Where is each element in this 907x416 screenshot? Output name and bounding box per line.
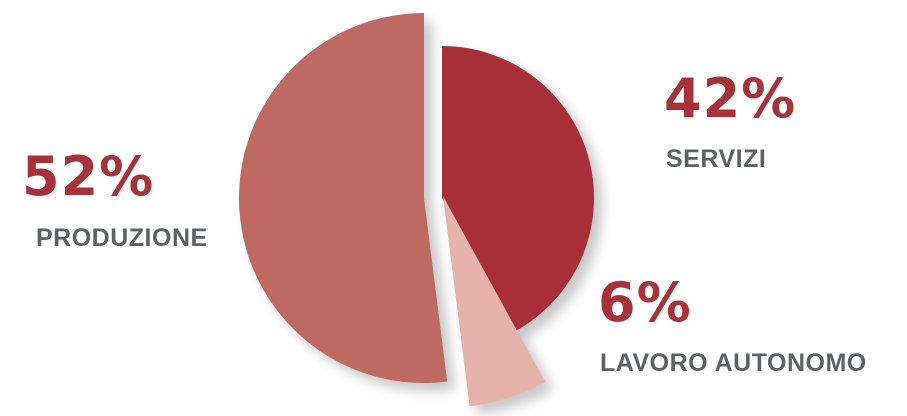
produzione-slice [238,13,448,384]
servizi-category-label: SERVIZI [666,145,767,173]
lavoro-autonomo-percent-label: 6% [598,271,692,334]
servizi-slice [442,46,595,332]
lavoro-autonomo-category-label: LAVORO AUTONOMO [600,349,867,377]
servizi-percent-label: 42% [664,67,797,130]
lavoro-autonomo-slice [443,196,546,407]
produzione-percent-label: 52% [22,145,155,208]
produzione-category-label: PRODUZIONE [36,224,208,252]
